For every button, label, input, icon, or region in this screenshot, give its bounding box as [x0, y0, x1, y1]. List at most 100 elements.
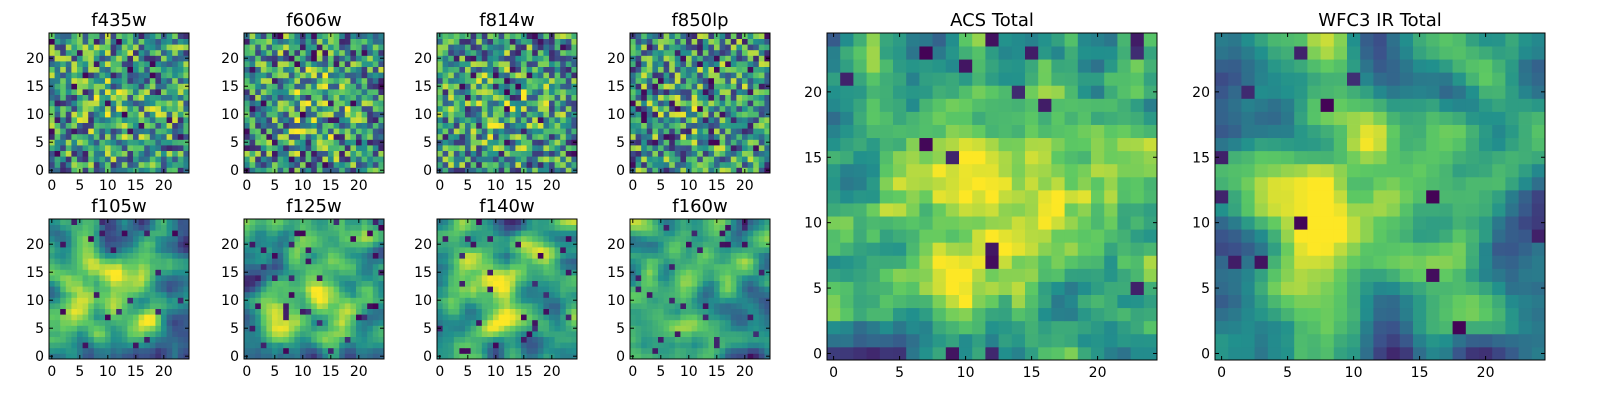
- heatmap-cell: [730, 291, 737, 298]
- heatmap-cell: [344, 77, 351, 84]
- heatmap-cell: [127, 111, 134, 118]
- heatmap-cell: [356, 38, 362, 45]
- heatmap-cell: [560, 66, 567, 73]
- heatmap-cell: [116, 122, 123, 129]
- panel-title: f105w: [91, 196, 146, 217]
- heatmap-cell: [300, 235, 306, 242]
- heatmap-cell: [747, 139, 754, 146]
- heatmap-cell: [249, 167, 256, 174]
- heatmap-cell: [316, 258, 323, 265]
- heatmap-cell: [300, 280, 306, 287]
- heatmap-cell: [504, 105, 511, 112]
- heatmap-cell: [60, 77, 67, 84]
- heatmap-cell: [730, 297, 737, 304]
- heatmap-cell: [244, 303, 250, 309]
- heatmap-cell: [356, 263, 362, 270]
- heatmap-cell: [658, 314, 664, 321]
- heatmap-cell: [105, 77, 111, 84]
- heatmap-cell: [453, 258, 460, 265]
- heatmap-cell: [161, 150, 167, 157]
- heatmap-cell: [183, 145, 190, 151]
- heatmap-cell: [333, 139, 340, 146]
- heatmap-cell: [249, 308, 256, 315]
- heatmap-cell: [378, 44, 385, 51]
- heatmap-cell: [470, 94, 477, 101]
- heatmap-cell: [481, 128, 488, 135]
- heatmap-cell: [372, 263, 379, 270]
- heatmap-cell: [110, 219, 117, 225]
- heatmap-cell: [442, 297, 449, 304]
- heatmap-cell: [730, 308, 737, 315]
- heatmap-cell: [487, 263, 494, 270]
- heatmap-cell: [498, 156, 505, 163]
- heatmap-cell: [316, 100, 323, 107]
- heatmap-cell: [82, 331, 89, 337]
- x-tick-label: 20: [155, 178, 173, 194]
- heatmap-cell: [730, 128, 737, 135]
- heatmap-cell: [177, 133, 184, 140]
- heatmap-cell: [305, 353, 312, 360]
- heatmap-cell: [674, 55, 681, 62]
- heatmap-cell: [554, 72, 561, 79]
- heatmap-cell: [498, 122, 505, 129]
- heatmap-cell: [255, 33, 262, 39]
- heatmap-cell: [155, 314, 162, 321]
- heatmap-cell: [77, 139, 83, 146]
- heatmap-cell: [742, 55, 748, 62]
- heatmap-cell: [663, 145, 670, 151]
- heatmap-cell: [311, 122, 318, 129]
- heatmap-cell: [470, 105, 477, 112]
- heatmap-cell: [54, 133, 61, 140]
- heatmap-cell: [758, 331, 765, 337]
- heatmap-cell: [493, 303, 499, 309]
- heatmap-cell: [277, 49, 284, 56]
- heatmap-cell: [674, 269, 681, 276]
- heatmap-cell: [669, 72, 676, 79]
- heatmap-cell: [736, 353, 743, 360]
- heatmap-cell: [498, 49, 505, 56]
- heatmap-cell: [65, 353, 72, 360]
- heatmap-cell: [121, 319, 128, 326]
- heatmap-cell: [680, 83, 687, 90]
- heatmap-cell: [646, 286, 653, 293]
- heatmap-cell: [691, 325, 698, 332]
- heatmap-cell: [127, 280, 134, 287]
- heatmap-cell: [543, 167, 550, 174]
- heatmap-cell: [144, 128, 151, 135]
- heatmap-cell: [339, 224, 346, 231]
- heatmap-cell: [708, 72, 715, 79]
- heatmap-cell: [543, 280, 550, 287]
- heatmap-cell: [641, 286, 648, 293]
- heatmap-cell: [121, 331, 128, 337]
- heatmap-cell: [758, 72, 765, 79]
- heatmap-cell: [481, 342, 488, 349]
- heatmap-cell: [465, 111, 471, 118]
- heatmap-cell: [448, 319, 455, 326]
- heatmap-cell: [333, 77, 340, 84]
- heatmap-cell: [747, 275, 754, 281]
- heatmap-cell: [674, 331, 681, 337]
- heatmap-cell: [105, 342, 111, 349]
- heatmap-cell: [669, 342, 676, 349]
- heatmap-cell: [344, 241, 351, 248]
- heatmap-cell: [498, 89, 505, 95]
- heatmap-cell: [60, 66, 67, 73]
- heatmap-cell: [543, 291, 550, 298]
- heatmap-cell: [658, 161, 664, 168]
- heatmap-cell: [121, 258, 128, 265]
- heatmap-cell: [543, 336, 550, 343]
- heatmap-cell: [333, 49, 340, 56]
- heatmap-cell: [300, 331, 306, 337]
- heatmap-cell: [549, 325, 555, 332]
- heatmap-cell: [177, 128, 184, 135]
- heatmap-cell: [736, 111, 743, 118]
- heatmap-cell: [532, 139, 539, 146]
- heatmap-cell: [532, 128, 539, 135]
- heatmap-cell: [686, 347, 692, 354]
- heatmap-cell: [515, 342, 522, 349]
- heatmap-cell: [155, 325, 162, 332]
- heatmap-cell: [288, 342, 295, 349]
- heatmap-cell: [730, 275, 737, 281]
- heatmap-cell: [133, 49, 139, 56]
- heatmap-cell: [686, 128, 692, 135]
